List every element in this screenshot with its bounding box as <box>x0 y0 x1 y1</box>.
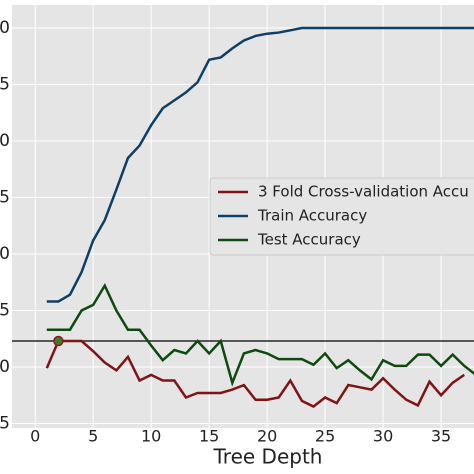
x-tick-label: 20 <box>257 427 277 446</box>
x-tick-label: 5 <box>88 427 98 446</box>
x-tick-label: 35 <box>431 427 451 446</box>
x-tick-label: 25 <box>315 427 335 446</box>
x-tick-label: 30 <box>373 427 393 446</box>
series-line <box>45 339 465 408</box>
legend-label: Train Accuracy <box>257 207 367 225</box>
series-line <box>46 282 474 387</box>
y-tick-label: 5 <box>0 75 10 95</box>
y-tick-label: 5 <box>0 301 10 321</box>
y-tick-label: 0 <box>0 357 10 377</box>
x-tick-label: 15 <box>199 427 219 446</box>
x-tick-label: 0 <box>30 427 40 446</box>
y-tick-label: 0 <box>0 244 10 264</box>
series-line <box>46 26 474 303</box>
y-tick-label: 5 <box>0 413 10 433</box>
y-tick-label: 0 <box>0 131 10 151</box>
legend-label: 3 Fold Cross-validation Accu <box>258 183 469 201</box>
legend-label: Test Accuracy <box>257 231 361 249</box>
y-tick-label: 5 <box>0 188 10 208</box>
x-tick-label: 10 <box>141 427 161 446</box>
x-axis-label: Tree Depth <box>213 445 323 469</box>
legend-box <box>209 177 474 256</box>
marker-point <box>53 335 64 347</box>
y-tick-label: 0 <box>0 18 10 38</box>
